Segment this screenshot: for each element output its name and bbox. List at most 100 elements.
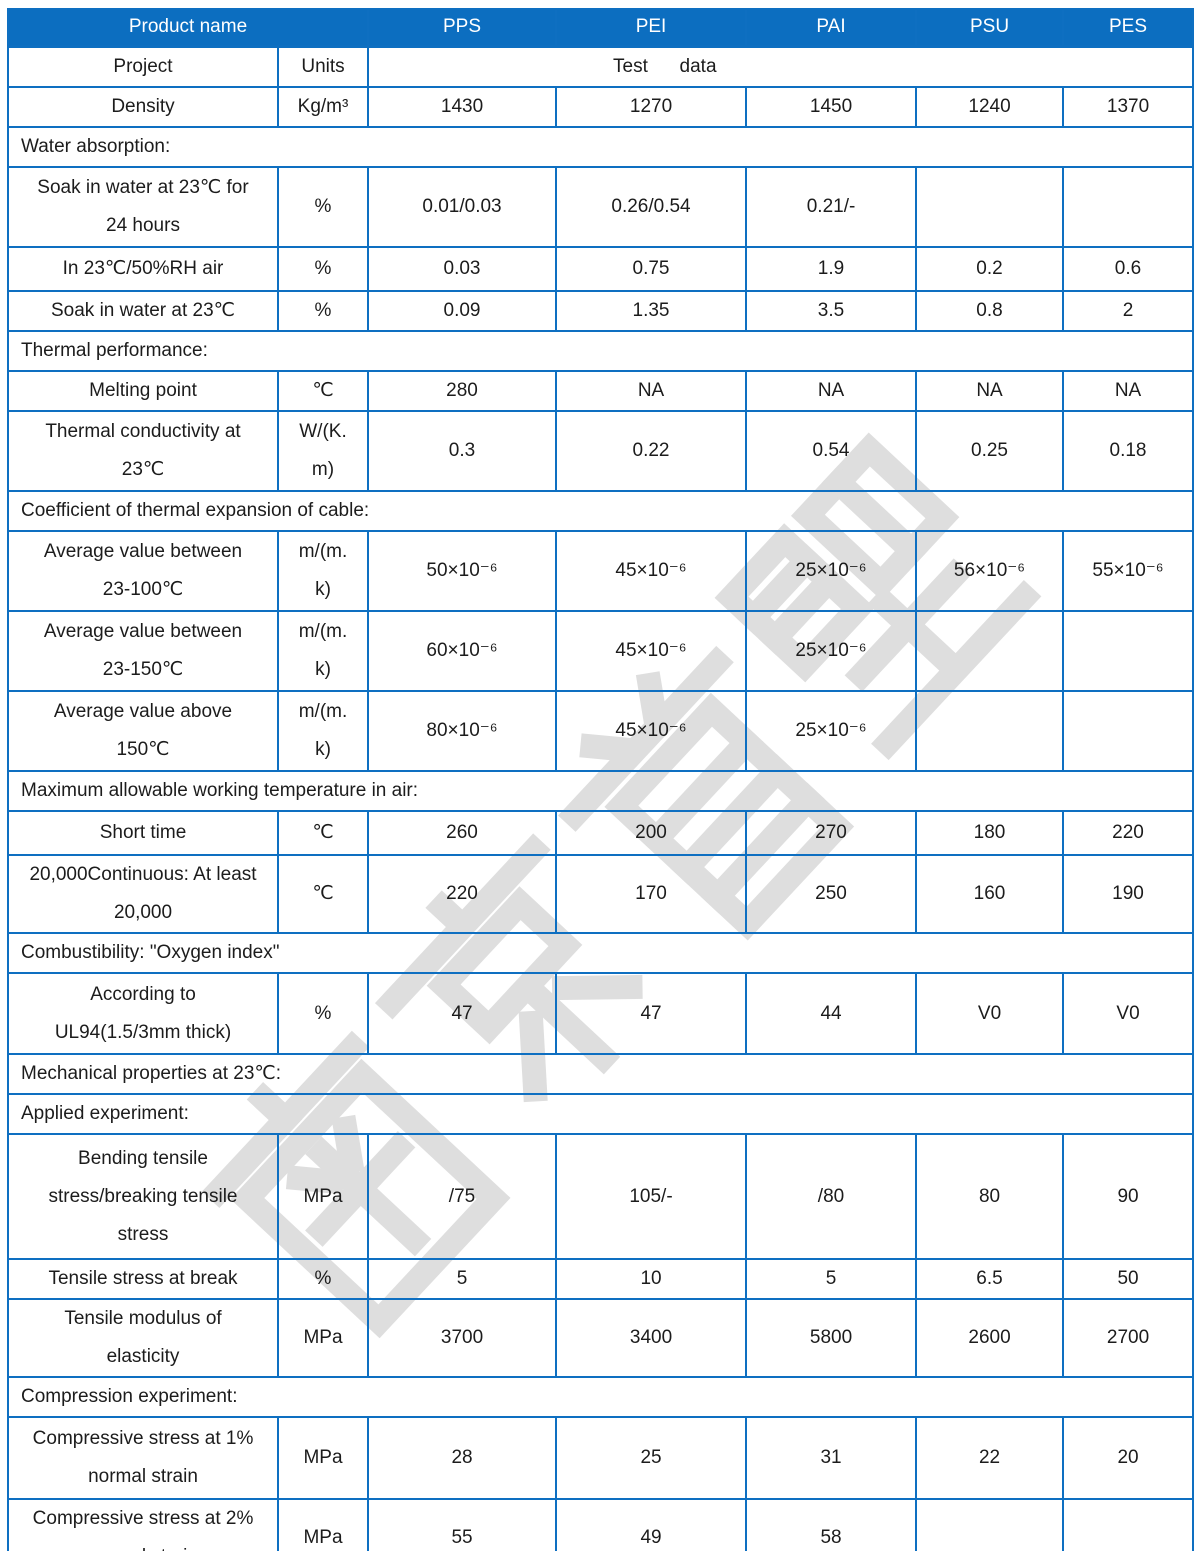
cell-value: 170 [555, 854, 748, 934]
table-row: Average value above 150℃ m/(m. k) 80×10⁻… [7, 690, 1195, 772]
cell-value: 47 [367, 972, 558, 1055]
cell-value: 190 [1062, 854, 1195, 934]
cell-value: 0.8 [915, 290, 1065, 332]
section-row: Compression experiment: [6, 1376, 1195, 1418]
cell-value: 80 [915, 1133, 1065, 1260]
table-row: Average value between 23-100℃ m/(m. k) 5… [7, 530, 1195, 612]
section-label: Combustibility: "Oxygen index" [6, 932, 1195, 974]
section-label: Thermal performance: [6, 330, 1195, 372]
cell-value: 47 [555, 972, 748, 1055]
row-label: Soak in water at 23℃ for 24 hours [7, 166, 279, 248]
cell-value: 45×10⁻⁶ [555, 610, 748, 692]
cell-value: 1240 [915, 86, 1065, 128]
cell-value: 5 [745, 1258, 918, 1300]
cell-value: 0.2 [915, 246, 1065, 292]
section-label: Water absorption: [6, 126, 1195, 168]
table-row: Tensile stress at break % 5 10 5 6.5 50 [7, 1258, 1195, 1300]
cell-value: 56×10⁻⁶ [915, 530, 1065, 612]
table-header-row: Product name PPS PEI PAI PSU PES [6, 8, 1195, 48]
cell-value: 25×10⁻⁶ [745, 610, 918, 692]
row-label: Bending tensile stress/breaking tensile … [7, 1133, 279, 1260]
row-unit: % [276, 246, 370, 292]
cell-value: 5800 [745, 1298, 918, 1378]
cell-value: 50 [1062, 1258, 1195, 1300]
row-unit: MPa [276, 1498, 370, 1551]
row-label: Tensile modulus of elasticity [7, 1298, 279, 1378]
table-row: Thermal conductivity at 23℃ W/(K. m) 0.3… [7, 410, 1195, 492]
cell-value: 280 [367, 370, 558, 412]
cell-value: 0.75 [555, 246, 748, 292]
row-label: Tensile stress at break [7, 1258, 279, 1300]
column-header-pei: PEI [555, 8, 748, 48]
cell-value: 220 [367, 854, 558, 934]
cell-value: 0.6 [1062, 246, 1195, 292]
cell-value: 25×10⁻⁶ [745, 690, 918, 772]
cell-value: 0.25 [915, 410, 1065, 492]
row-unit: % [276, 290, 370, 332]
cell-value: 3.5 [745, 290, 918, 332]
column-header-psu: PSU [915, 8, 1065, 48]
row-label: According to UL94(1.5/3mm thick) [7, 972, 279, 1055]
row-unit: % [276, 166, 370, 248]
section-row: Applied experiment: [6, 1093, 1195, 1135]
cell-value: 0.18 [1062, 410, 1195, 492]
section-label: Compression experiment: [6, 1376, 1195, 1418]
table-row: Average value between 23-150℃ m/(m. k) 6… [7, 610, 1195, 692]
project-label: Project [7, 45, 279, 88]
cell-value: NA [1062, 370, 1195, 412]
row-label: 20,000Continuous: At least 20,000 [7, 854, 279, 934]
cell-value: 160 [915, 854, 1065, 934]
cell-value: /80 [745, 1133, 918, 1260]
cell-value: 5 [367, 1258, 558, 1300]
row-unit: % [276, 1258, 370, 1300]
cell-value: 6.5 [915, 1258, 1065, 1300]
cell-value [915, 690, 1065, 772]
column-header-pps: PPS [367, 8, 558, 48]
cell-value: 0.01/0.03 [367, 166, 558, 248]
cell-value: 25×10⁻⁶ [745, 530, 918, 612]
row-unit: ℃ [276, 370, 370, 412]
cell-value: 250 [745, 854, 918, 934]
row-label: Short time [7, 810, 279, 856]
table-row: 20,000Continuous: At least 20,000 ℃ 220 … [7, 854, 1195, 934]
cell-value: 105/- [555, 1133, 748, 1260]
table-row: According to UL94(1.5/3mm thick) % 47 47… [7, 972, 1195, 1055]
row-unit: MPa [276, 1298, 370, 1378]
cell-value: V0 [1062, 972, 1195, 1055]
cell-value: 1270 [555, 86, 748, 128]
column-header-product-name: Product name [6, 8, 370, 48]
table-row: Short time ℃ 260 200 270 180 220 [7, 810, 1195, 856]
cell-value [915, 1498, 1065, 1551]
cell-value [1062, 610, 1195, 692]
row-unit: MPa [276, 1133, 370, 1260]
column-header-pes: PES [1062, 8, 1195, 48]
cell-value: 220 [1062, 810, 1195, 856]
row-label: Compressive stress at 2% normal strain [7, 1498, 279, 1551]
cell-value: 260 [367, 810, 558, 856]
row-unit: W/(K. m) [276, 410, 370, 492]
cell-value [1062, 1498, 1195, 1551]
row-unit: m/(m. k) [276, 610, 370, 692]
cell-value: 58 [745, 1498, 918, 1551]
table-row: Melting point ℃ 280 NA NA NA NA [7, 370, 1195, 412]
cell-value: 45×10⁻⁶ [555, 690, 748, 772]
cell-value: 0.3 [367, 410, 558, 492]
cell-value: 28 [367, 1416, 558, 1500]
row-label: Density [7, 86, 279, 128]
cell-value: 90 [1062, 1133, 1195, 1260]
cell-value: 50×10⁻⁶ [367, 530, 558, 612]
cell-value: 200 [555, 810, 748, 856]
row-label: Melting point [7, 370, 279, 412]
table-row: In 23℃/50%RH air % 0.03 0.75 1.9 0.2 0.6 [7, 246, 1195, 292]
row-unit: m/(m. k) [276, 530, 370, 612]
row-unit: Kg/m³ [276, 86, 370, 128]
section-label: Applied experiment: [6, 1093, 1195, 1135]
units-label: Units [276, 45, 370, 88]
cell-value: 49 [555, 1498, 748, 1551]
cell-value: 0.03 [367, 246, 558, 292]
section-row: Maximum allowable working temperature in… [6, 770, 1195, 812]
table-row: Compressive stress at 1% normal strain M… [7, 1416, 1195, 1500]
table-row: Soak in water at 23℃ % 0.09 1.35 3.5 0.8… [7, 290, 1195, 332]
cell-value: 2700 [1062, 1298, 1195, 1378]
